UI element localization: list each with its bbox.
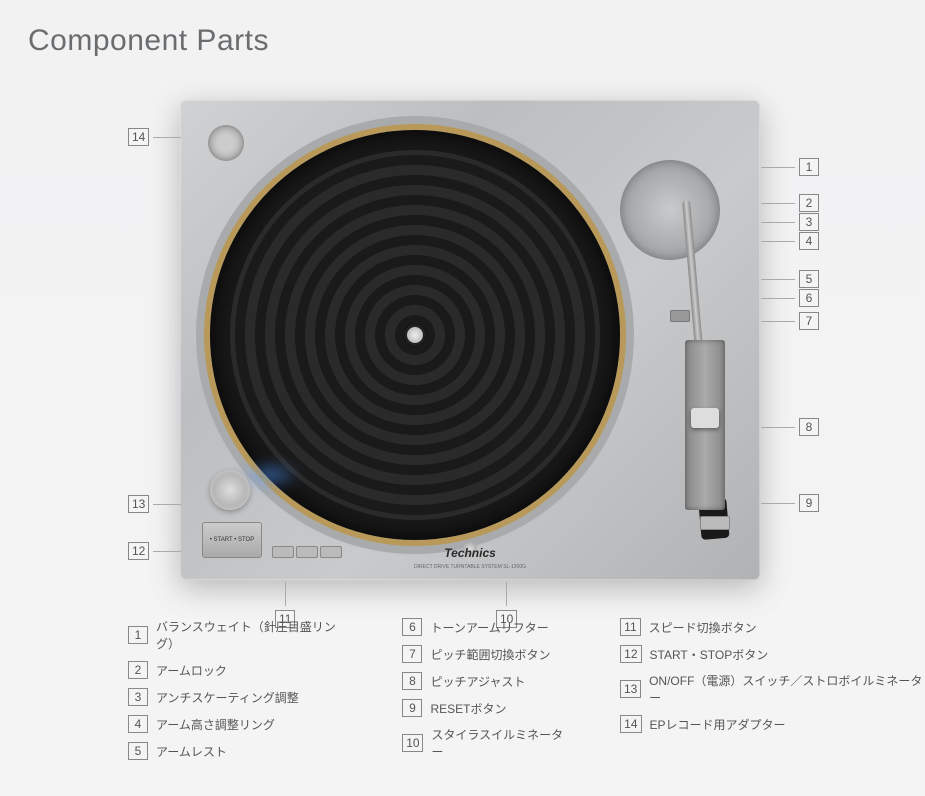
callout-number: 12	[128, 542, 149, 560]
legend-item-13: 13 ON/OFF（電源）スイッチ／ストロボイルミネーター	[620, 672, 925, 706]
legend-column: 6 トーンアームリフター 7 ピッチ範囲切換ボタン 8 ピッチアジャスト 9 RESETボタン…	[402, 618, 570, 760]
tonearm-base	[620, 160, 720, 260]
legend-item-4: 4 アーム高さ調整リング	[128, 715, 352, 733]
legend-label: RESETボタン	[430, 700, 506, 717]
legend-label: ピッチ範囲切換ボタン	[430, 646, 550, 663]
legend-label: トーンアームリフター	[430, 619, 548, 636]
legend-item-14: 14 EPレコード用アダプター	[620, 715, 925, 733]
legend-item-6: 6 トーンアームリフター	[402, 618, 570, 636]
callout-number: 6	[799, 289, 819, 307]
page-title: Component Parts	[28, 24, 269, 58]
legend-column: 1 バランスウェイト（針圧目盛リング） 2 アームロック 3 アンチスケーティング調整 4ア…	[128, 618, 352, 760]
legend-item-10: 10 スタイラスイルミネーター	[402, 726, 570, 760]
legend-item-3: 3 アンチスケーティング調整	[128, 688, 352, 706]
callout-8: 8	[761, 418, 819, 436]
legend-item-7: 7 ピッチ範囲切換ボタン	[402, 645, 570, 663]
callout-number: 5	[799, 270, 819, 288]
ep-adapter	[208, 125, 244, 161]
callout-3: 3	[761, 213, 819, 231]
legend-number: 12	[620, 645, 641, 663]
legend-label: START・STOPボタン	[650, 646, 769, 663]
legend-label: バランスウェイト（針圧目盛リング）	[156, 618, 352, 652]
legend-number: 7	[402, 645, 422, 663]
reset-button	[700, 516, 730, 530]
speed-buttons	[272, 546, 342, 558]
legend-label: アンチスケーティング調整	[156, 689, 299, 706]
callout-6: 6	[761, 289, 819, 307]
callout-1: 1	[761, 158, 819, 176]
legend-number: 13	[620, 680, 641, 698]
callout-number: 14	[128, 128, 149, 146]
legend-number: 9	[402, 699, 422, 717]
legend-number: 14	[620, 715, 641, 733]
callout-number: 3	[799, 213, 819, 231]
legend-label: EPレコード用アダプター	[650, 716, 786, 733]
legend-label: ピッチアジャスト	[430, 673, 525, 690]
legend-item-12: 12 START・STOPボタン	[620, 645, 925, 663]
callout-4: 4	[761, 232, 819, 250]
callout-12: 12	[128, 542, 181, 560]
legend-number: 2	[128, 661, 148, 679]
legend-number: 1	[128, 626, 148, 644]
callout-2: 2	[761, 194, 819, 212]
legend-item-11: 11 スピード切換ボタン	[620, 618, 925, 636]
callout-number: 2	[799, 194, 819, 212]
callout-number: 1	[799, 158, 819, 176]
callout-number: 9	[799, 494, 819, 512]
brand-label: Technics	[444, 546, 496, 560]
legend-column: 11 スピード切換ボタン 12 START・STOPボタン 13 ON/OFF（電源）スイ…	[620, 618, 925, 760]
legend-item-1: 1 バランスウェイト（針圧目盛リング）	[128, 618, 352, 652]
legend-item-8: 8 ピッチアジャスト	[402, 672, 570, 690]
legend-label: スタイラスイルミネーター	[431, 726, 570, 760]
legend-label: スピード切換ボタン	[649, 619, 757, 636]
pitch-slider	[685, 340, 725, 510]
callout-13: 13	[128, 495, 181, 513]
spindle	[407, 327, 423, 343]
callout-14: 14	[128, 128, 181, 146]
callout-7: 7	[761, 312, 819, 330]
brand-sublabel: DIRECT DRIVE TURNTABLE SYSTEM SL-1200G	[414, 564, 526, 570]
start-stop-button: • START • STOP	[202, 522, 262, 558]
legend-item-9: 9 RESETボタン	[402, 699, 570, 717]
callout-number: 7	[799, 312, 819, 330]
legend-label: アームロック	[156, 662, 227, 679]
legend-number: 8	[402, 672, 422, 690]
callout-number: 8	[799, 418, 819, 436]
legend: 1 バランスウェイト（針圧目盛リング） 2 アームロック 3 アンチスケーティング調整 4ア…	[128, 618, 925, 760]
legend-number: 6	[402, 618, 422, 636]
legend-label: ON/OFF（電源）スイッチ／ストロボイルミネーター	[649, 672, 925, 706]
legend-number: 3	[128, 688, 148, 706]
legend-number: 10	[402, 734, 423, 752]
legend-number: 11	[620, 618, 640, 636]
callout-number: 4	[799, 232, 819, 250]
callout-5: 5	[761, 270, 819, 288]
legend-item-5: 5 アームレスト	[128, 742, 352, 760]
legend-label: アームレスト	[156, 743, 227, 760]
legend-item-2: 2 アームロック	[128, 661, 352, 679]
legend-number: 4	[128, 715, 148, 733]
pitch-range-button	[670, 310, 690, 322]
callout-9: 9	[761, 494, 819, 512]
power-knob	[210, 470, 250, 510]
legend-label: アーム高さ調整リング	[156, 716, 275, 733]
legend-number: 5	[128, 742, 148, 760]
turntable-illustration: • START • STOP Technics DIRECT DRIVE TUR…	[180, 100, 760, 580]
callout-number: 13	[128, 495, 149, 513]
